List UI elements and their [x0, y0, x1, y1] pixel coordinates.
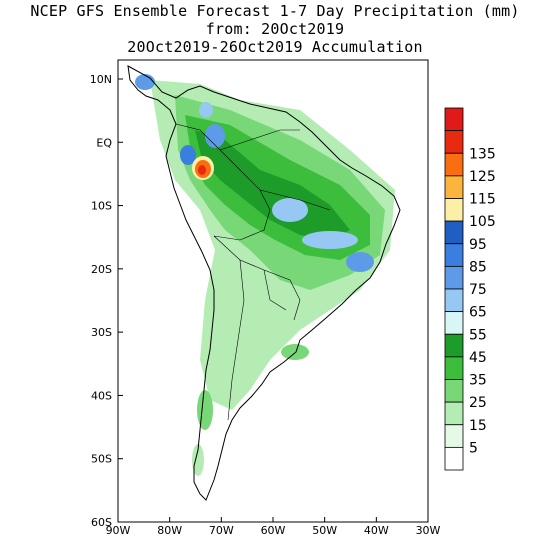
legend-swatch — [444, 107, 464, 132]
precip-area-darkest — [195, 130, 350, 240]
precip-cell-blue-7 — [180, 145, 196, 165]
legend-swatch — [444, 333, 464, 358]
legend-swatch — [444, 401, 464, 426]
x-tick-label: 80W — [157, 524, 182, 537]
legend-label: 105 — [469, 214, 496, 230]
y-tick-label: 10S — [91, 200, 112, 213]
x-tick-label: 40W — [364, 524, 389, 537]
legend-swatch — [444, 379, 464, 403]
x-tick-label: 30W — [416, 524, 441, 537]
legend-swatch — [444, 130, 464, 154]
x-tick-label: 60W — [261, 524, 286, 537]
y-tick-label: 30S — [91, 326, 112, 339]
precip-patch-south-3 — [192, 444, 204, 476]
legend-swatch — [444, 356, 464, 380]
legend-swatch — [444, 175, 464, 199]
precip-cell-blue-3 — [346, 252, 374, 272]
legend-label: 85 — [469, 259, 487, 275]
legend-swatch — [444, 446, 464, 471]
precipitation-field — [135, 74, 395, 476]
legend-label: 25 — [469, 395, 487, 411]
precip-cell-blue-2 — [302, 231, 358, 249]
legend-label: 95 — [469, 237, 487, 253]
precip-cell-red — [198, 165, 206, 175]
latitude-axis: 10N EQ 10S 20S 30S 40S 50S 60S — [90, 73, 123, 529]
y-tick-label: EQ — [96, 136, 112, 149]
y-tick-label: 50S — [91, 453, 112, 466]
x-tick-label: 70W — [209, 524, 234, 537]
legend-swatch — [444, 152, 464, 177]
legend-swatch — [444, 311, 464, 335]
legend-label: 135 — [469, 146, 496, 162]
y-tick-label: 40S — [91, 389, 112, 402]
legend-swatch — [444, 424, 464, 448]
legend-swatch — [444, 198, 464, 222]
legend-label: 125 — [469, 169, 496, 185]
x-tick-label: 90W — [106, 524, 131, 537]
legend-label: 5 — [469, 440, 478, 456]
y-tick-label: 20S — [91, 263, 112, 276]
legend-label: 45 — [469, 350, 487, 366]
precip-cell-blue-6 — [205, 124, 225, 148]
precip-patch-south-1 — [281, 344, 309, 360]
legend-swatch — [444, 243, 464, 267]
accumulation-period: 20Oct2019-26Oct2019 Accumulation — [127, 38, 423, 56]
precip-patch-south-2 — [197, 390, 213, 430]
legend-swatch — [444, 288, 464, 313]
longitude-axis: 90W 80W 70W 60W 50W 40W 30W — [106, 517, 441, 537]
legend-label: 75 — [469, 282, 487, 298]
legend-label: 35 — [469, 373, 487, 389]
south-america-coastline — [127, 65, 401, 501]
forecast-start-date: from: 20Oct2019 — [205, 20, 345, 38]
legend-swatch — [444, 220, 464, 245]
color-legend: 135 125 115 105 95 85 75 65 55 45 35 25 15 5 — [444, 107, 496, 471]
precip-cell-blue-4 — [199, 102, 213, 118]
legend-label: 115 — [469, 192, 496, 208]
precip-cell-blue-5 — [135, 74, 155, 90]
legend-label: 65 — [469, 305, 487, 321]
precip-cell-blue-1 — [272, 198, 308, 222]
x-tick-label: 50W — [312, 524, 337, 537]
y-tick-label: 60S — [91, 516, 112, 529]
legend-label: 55 — [469, 327, 487, 343]
legend-label: 15 — [469, 418, 487, 434]
y-tick-label: 10N — [90, 73, 112, 86]
country-borders — [175, 123, 331, 421]
legend-swatch — [444, 265, 464, 290]
map-title: NCEP GFS Ensemble Forecast 1-7 Day Preci… — [30, 2, 520, 20]
